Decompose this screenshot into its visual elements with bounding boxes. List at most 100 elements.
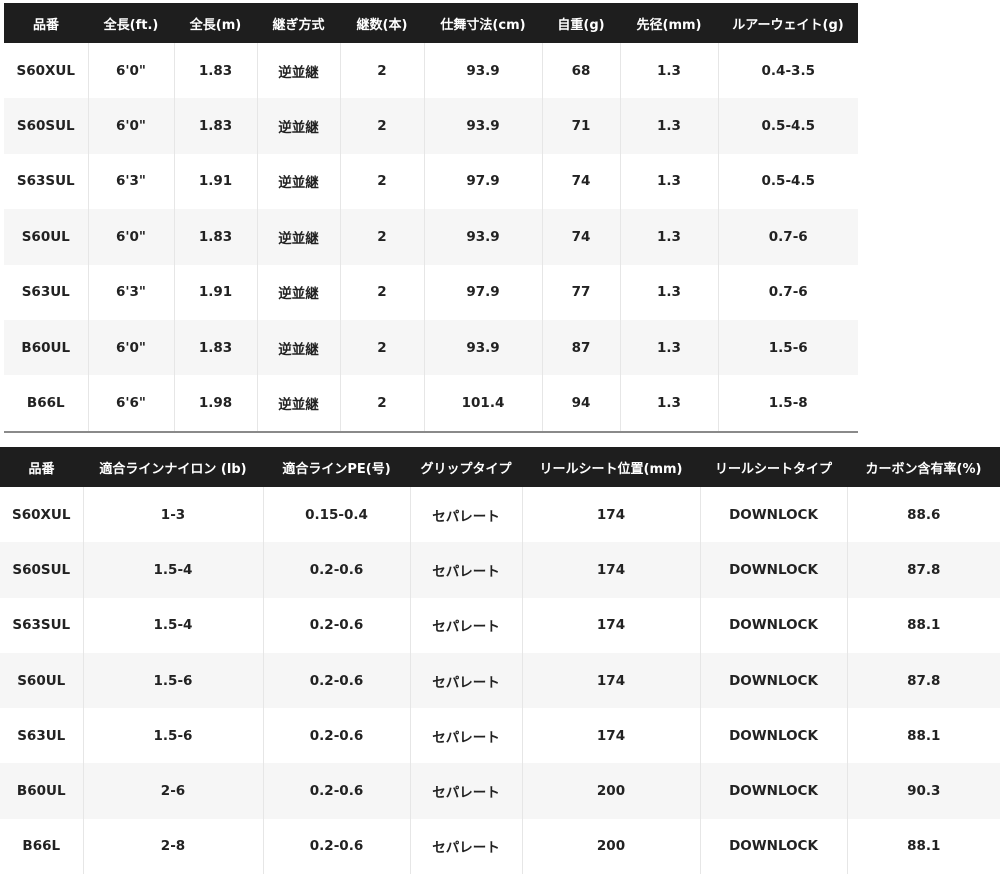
table-cell: 1.83 [173,319,257,376]
table-cell: 2 [339,264,424,320]
table-cell: 2 [339,98,424,154]
table-cell: 1.5-6 [82,652,263,709]
table-cell: 0.2-0.6 [262,652,410,709]
model-cell: S60UL [4,209,88,265]
table-cell: 1.83 [173,209,257,265]
table-cell: 1.3 [619,319,718,376]
column-header: 仕舞寸法(cm) [424,3,542,43]
table-cell: 1.3 [619,153,718,210]
table-cell: 1.3 [619,209,718,265]
model-cell: S60SUL [0,542,83,598]
table-cell: 逆並継 [256,375,340,432]
column-header: カーボン含有率(%) [847,447,1000,487]
model-cell: B66L [22,838,61,855]
table-cell: 0.2-0.6 [262,542,410,598]
table-row: S63UL 6'3" 1.91 逆並継 2 97.9 77 1.3 0.7-6 [4,264,858,320]
table-cell: 174 [521,487,700,543]
column-header: 先径(mm) [620,3,718,43]
table-cell: DOWNLOCK [699,818,847,875]
table-cell: 1.3 [619,98,718,154]
column-header: 継ぎ方式 [257,3,340,43]
table-cell: 0.7-6 [717,264,858,320]
table-cell: 1.83 [173,43,257,99]
table-cell: 逆並継 [256,98,340,154]
model-cell: S63SUL [16,173,75,190]
column-header: グリップタイプ [410,447,522,487]
column-header: 全長(m) [174,3,257,43]
model-cell: B66L [26,395,65,412]
table-cell: 1.5-6 [82,708,263,764]
table-row: B66L 2-8 0.2-0.6 セパレート 200 DOWNLOCK 88.1 [0,818,1000,875]
rod-spec-table: 品番 全長(ft.) 全長(m) 継ぎ方式 継数(本) 仕舞寸法(cm) 自重(g) 先径(m… [4,3,858,433]
table-row: S63UL 1.5-6 0.2-0.6 セパレート 174 DOWNLOCK 88.1 [0,708,1000,764]
table-cell: 2 [339,43,424,99]
table-cell: 2 [339,209,424,265]
table-cell: 88.1 [846,818,1000,875]
table-cell: 1.91 [173,264,257,320]
column-header: 適合ラインPE(号) [263,447,410,487]
table-cell: 101.4 [423,375,542,432]
model-cell: S60UL [0,652,83,709]
table-cell: 6'0" [87,209,174,265]
table-cell: DOWNLOCK [699,708,847,764]
table-row: B60UL 2-6 0.2-0.6 セパレート 200 DOWNLOCK 90.3 [0,763,1000,819]
table-cell: 200 [521,818,700,875]
model-cell: S63UL [17,727,66,744]
table-cell: 93.9 [423,43,542,99]
table-cell: 6'0" [87,43,174,99]
column-header: 自重(g) [542,3,620,43]
column-header: リールシートタイプ [700,447,847,487]
table-cell: 174 [521,708,700,764]
header-row: 品番 全長(ft.) 全長(m) 継ぎ方式 継数(本) 仕舞寸法(cm) 自重(g) 先径(m… [4,3,858,43]
table-cell: 0.2-0.6 [262,597,410,653]
table-cell: 97.9 [423,153,542,210]
table-cell: 0.7-6 [717,209,858,265]
table-cell: 逆並継 [256,153,340,210]
table-cell: 1.5-4 [82,542,263,598]
table-cell: 1-3 [82,487,263,543]
table-cell: DOWNLOCK [699,597,847,653]
table-cell: 0.2-0.6 [262,763,410,819]
table-cell: 0.15-0.4 [262,487,410,543]
rod-line-spec-table: 品番 適合ラインナイロン (lb) 適合ラインPE(号) グリップタイプ リールシート位… [0,447,1000,875]
table-cell: 逆並継 [256,319,340,376]
table-cell: 逆並継 [256,264,340,320]
table-row: S60SUL 1.5-4 0.2-0.6 セパレート 174 DOWNLOCK 87.8 [0,542,1000,598]
table-cell: 2 [339,319,424,376]
table-row: S63SUL 1.5-4 0.2-0.6 セパレート 174 DOWNLOCK 88.1 [0,597,1000,653]
table-cell: DOWNLOCK [699,652,847,709]
table-cell: 0.2-0.6 [262,818,410,875]
column-header: 品番 [4,3,88,43]
column-header: 適合ラインナイロン (lb) [83,447,263,487]
table-cell: セパレート [409,708,522,764]
table-cell: 2-8 [82,818,263,875]
table-cell: 6'0" [87,98,174,154]
table-cell: 174 [521,542,700,598]
table-cell: 0.2-0.6 [262,708,410,764]
table-cell: 97.9 [423,264,542,320]
table-cell: セパレート [409,652,522,709]
model-cell: S60SUL [4,98,88,154]
table-cell: 94 [541,375,620,432]
table-cell: DOWNLOCK [699,542,847,598]
table-cell: 0.4-3.5 [717,43,858,99]
model-cell: S60XUL [12,506,71,523]
table-cell: セパレート [409,487,522,543]
table-cell: 87.8 [846,542,1000,598]
table-cell: 88.6 [846,487,1000,543]
table-cell: 1.3 [619,264,718,320]
model-cell: S63UL [21,284,70,301]
table-cell: 1.91 [173,153,257,210]
table-cell: 87 [541,319,620,376]
column-header: 全長(ft.) [88,3,174,43]
column-header: リールシート位置(mm) [522,447,700,487]
model-cell: B60UL [0,763,83,819]
table-cell: 174 [521,652,700,709]
table-cell: 0.5-4.5 [717,153,858,210]
header-row: 品番 適合ラインナイロン (lb) 適合ラインPE(号) グリップタイプ リールシート位… [0,447,1000,487]
table-cell: DOWNLOCK [699,487,847,543]
table-cell: 0.5-4.5 [717,98,858,154]
table-row: S60UL 1.5-6 0.2-0.6 セパレート 174 DOWNLOCK 87.8 [0,652,1000,709]
table-cell: 6'3" [87,153,174,210]
table-cell: 68 [541,43,620,99]
